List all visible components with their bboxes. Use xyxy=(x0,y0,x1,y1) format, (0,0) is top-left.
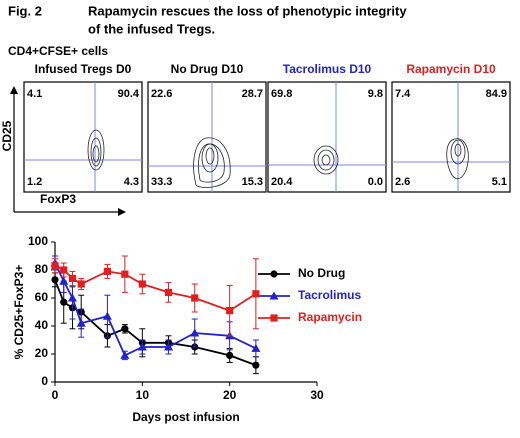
marker xyxy=(76,318,86,327)
contour-group xyxy=(87,129,105,171)
marker xyxy=(60,298,68,306)
quadrant-value: 2.6 xyxy=(395,176,410,188)
y-tick-label: 40 xyxy=(35,318,49,332)
marker xyxy=(226,307,234,315)
y-tick-label: 60 xyxy=(35,290,49,304)
marker xyxy=(269,291,279,300)
y-tick-label: 20 xyxy=(35,346,49,360)
contour xyxy=(90,137,102,167)
quadrant-value: 28.7 xyxy=(242,88,263,100)
marker xyxy=(252,290,260,298)
x-axis-label: Days post infusion xyxy=(132,410,239,424)
contour-group xyxy=(193,137,231,188)
quadrant-value: 7.4 xyxy=(395,88,411,100)
contour xyxy=(454,143,462,157)
marker xyxy=(77,280,85,288)
panel-title: No Drug D10 xyxy=(171,62,244,76)
marker xyxy=(191,294,199,302)
quadrant-value: 5.1 xyxy=(492,176,507,188)
contour xyxy=(201,143,219,173)
marker xyxy=(270,270,278,278)
marker xyxy=(103,267,111,275)
legend-label: No Drug xyxy=(298,266,345,280)
figure-title: of the infused Tregs. xyxy=(88,21,215,36)
figure-label: Fig. 2 xyxy=(8,3,42,18)
x-tick-label: 0 xyxy=(52,388,59,402)
contour xyxy=(321,154,331,166)
legend-label: Tacrolimus xyxy=(298,288,361,302)
marker xyxy=(138,280,146,288)
marker xyxy=(121,325,129,333)
quadrant-value: 1.2 xyxy=(27,176,42,188)
quadrant-value: 9.8 xyxy=(368,88,383,100)
quadrant-value: 90.4 xyxy=(118,88,140,100)
flow-x-label: FoxP3 xyxy=(40,192,76,206)
quadrant-value: 4.1 xyxy=(27,88,42,100)
flow-header: CD4+CFSE+ cells xyxy=(8,44,108,58)
quadrant-value: 15.3 xyxy=(242,176,263,188)
marker xyxy=(121,270,129,278)
quadrant-value: 4.3 xyxy=(124,176,139,188)
contour-group xyxy=(313,145,339,175)
quadrant-value: 20.4 xyxy=(271,176,293,188)
legend-label: Rapamycin xyxy=(298,310,362,324)
contour xyxy=(193,137,231,188)
marker xyxy=(270,314,278,322)
panel-frame xyxy=(23,81,143,193)
y-tick-label: 100 xyxy=(28,234,48,248)
marker xyxy=(252,361,260,369)
marker xyxy=(164,342,174,351)
quadrant-value: 22.6 xyxy=(151,88,172,100)
arrow-head xyxy=(10,86,18,94)
marker xyxy=(59,276,69,285)
marker xyxy=(60,266,68,274)
marker xyxy=(190,328,200,337)
contour xyxy=(198,143,225,183)
marker xyxy=(164,288,173,296)
panel-frame xyxy=(147,81,267,193)
contours xyxy=(87,129,469,188)
flow-y-label: CD25 xyxy=(0,120,14,151)
marker xyxy=(251,343,261,352)
quadrant-value: 0.0 xyxy=(368,176,383,188)
y-tick-label: 80 xyxy=(35,262,49,276)
series-line xyxy=(54,264,257,312)
x-tick-label: 20 xyxy=(223,388,237,402)
panel-frame xyxy=(391,81,511,193)
marker xyxy=(226,351,234,359)
panel-title: Rapamycin D10 xyxy=(406,62,496,76)
y-tick-label: 0 xyxy=(41,374,48,388)
contour xyxy=(92,145,100,163)
marker xyxy=(68,274,77,282)
panel-title: Tacrolimus D10 xyxy=(283,62,372,76)
y-axis-label: % CD25+FoxP3+ xyxy=(12,265,26,360)
panel-title: Infused Tregs D0 xyxy=(35,62,132,76)
contour xyxy=(317,149,335,171)
marker xyxy=(120,350,130,359)
x-tick-label: 30 xyxy=(310,388,324,402)
contour xyxy=(446,138,469,180)
arrow-head xyxy=(118,208,126,216)
contour xyxy=(313,145,339,175)
contour xyxy=(450,139,466,165)
marker xyxy=(51,262,59,270)
figure-title: Rapamycin rescues the loss of phenotypic… xyxy=(88,3,407,18)
quadrant-value: 33.3 xyxy=(151,176,172,188)
marker xyxy=(137,342,147,351)
panel-frame xyxy=(267,81,387,193)
x-tick-label: 10 xyxy=(136,388,150,402)
marker xyxy=(102,311,112,320)
quadrant-value: 84.9 xyxy=(486,88,507,100)
marker xyxy=(67,293,77,302)
contour xyxy=(205,147,215,165)
marker xyxy=(51,276,59,284)
quadrant-value: 69.8 xyxy=(271,88,292,100)
contour-group xyxy=(446,138,469,180)
contour xyxy=(87,129,105,171)
